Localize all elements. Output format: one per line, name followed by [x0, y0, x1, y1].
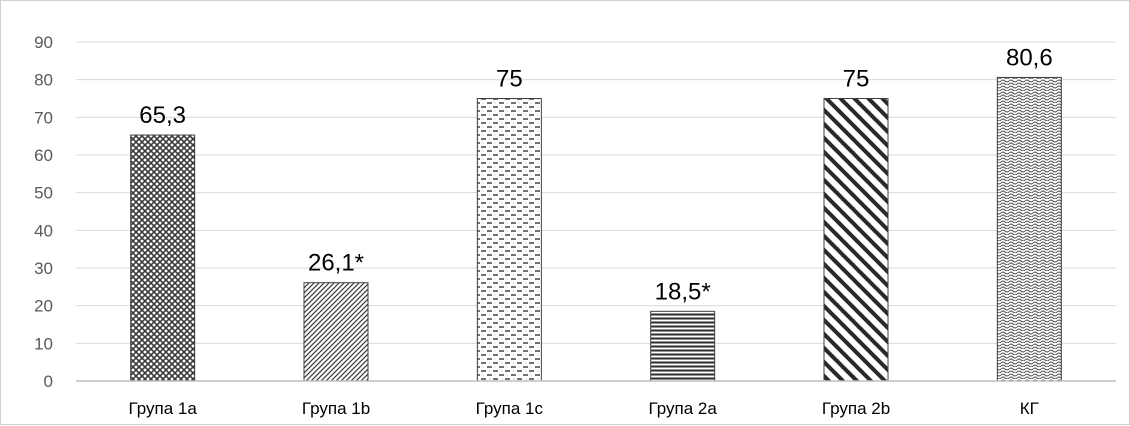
y-tick-label: 30 [34, 259, 53, 278]
data-label: 80,6 [1006, 44, 1053, 71]
y-tick-label: 70 [34, 108, 53, 127]
data-label: 75 [843, 66, 870, 93]
x-axis-category-labels: Група 1а Група 1b Група 1с Група 2а Група 2b… [129, 399, 1039, 418]
y-tick-label: 0 [44, 372, 53, 391]
category-label: Група 1b [302, 399, 370, 418]
y-tick-label: 90 [34, 33, 53, 52]
bar-6 [996, 76, 1062, 382]
bar-4 [650, 310, 716, 382]
category-label: КГ [1020, 399, 1039, 418]
bar-2 [303, 282, 369, 382]
data-label: 75 [496, 66, 523, 93]
data-labels: 65,3 26,1* 75 18,5* 75 80,6 [139, 44, 1052, 305]
bars [130, 76, 1062, 382]
data-label: 65,3 [139, 102, 186, 129]
bar-5 [823, 98, 889, 382]
y-tick-label: 80 [34, 71, 53, 90]
data-label: 26,1* [308, 250, 364, 277]
bar-3 [476, 98, 542, 382]
category-label: Група 2а [649, 399, 718, 418]
category-label: Група 1с [476, 399, 544, 418]
y-tick-label: 50 [34, 184, 53, 203]
category-label: Група 2b [822, 399, 890, 418]
bar-1 [130, 134, 196, 382]
y-tick-label: 60 [34, 146, 53, 165]
category-label: Група 1а [129, 399, 198, 418]
y-tick-label: 10 [34, 334, 53, 353]
gridlines [76, 41, 1116, 344]
data-label: 18,5* [655, 278, 711, 305]
y-axis-tick-labels: 0 10 20 30 40 50 60 70 80 90 [34, 33, 53, 391]
y-tick-label: 40 [34, 221, 53, 240]
y-tick-label: 20 [34, 297, 53, 316]
